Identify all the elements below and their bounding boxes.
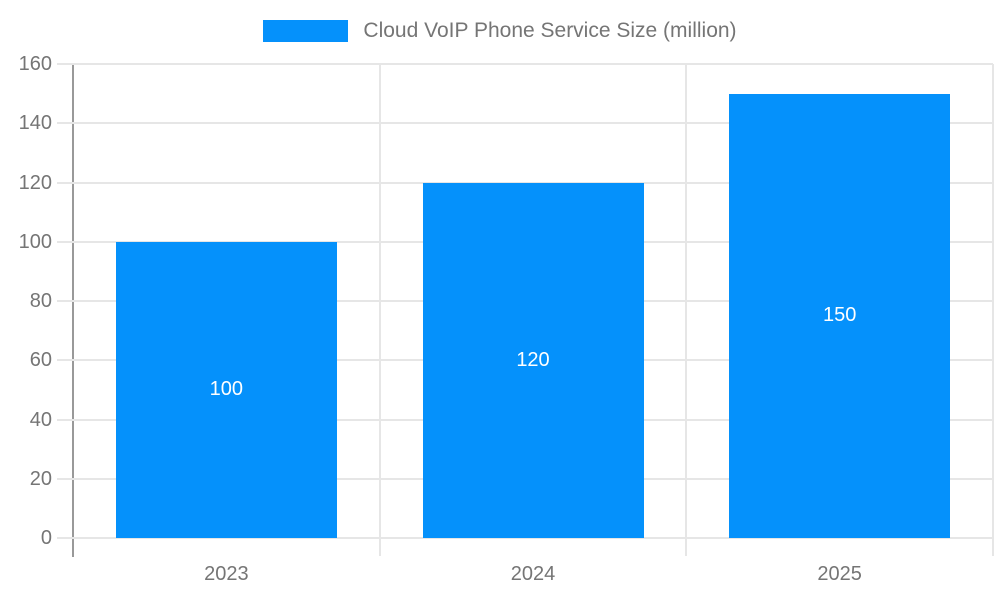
y-tick-label: 20	[29, 467, 52, 490]
y-tick-label: 40	[29, 408, 52, 431]
x-tick-label: 2023	[204, 563, 249, 585]
legend-label: Cloud VoIP Phone Service Size (million)	[363, 19, 737, 42]
bar-value-label: 150	[822, 304, 857, 327]
y-axis-labels: 0 20 40 60 80 100 120 140 160	[0, 53, 54, 549]
x-axis-labels: 2023 2024 2025	[73, 560, 993, 590]
y-tick-label: 160	[18, 53, 52, 75]
y-tick-label: 0	[40, 527, 52, 549]
bar-2023: 100	[115, 241, 337, 538]
gridline-horizontal	[57, 537, 993, 539]
gridline-vertical	[992, 64, 994, 538]
y-tick-label: 120	[18, 171, 52, 194]
bar-value-label: 120	[516, 348, 550, 371]
bar-value-label: 100	[209, 378, 244, 401]
x-tick-label: 2025	[817, 563, 862, 585]
x-tick-label: 2024	[510, 563, 556, 585]
y-axis-line	[72, 63, 74, 557]
plot-area: 100 120 150	[57, 63, 994, 557]
x-axis-tick	[685, 538, 688, 556]
x-axis-tick	[378, 538, 381, 556]
y-tick-label: 140	[18, 112, 52, 135]
legend: Cloud VoIP Phone Service Size (million)	[0, 14, 1000, 48]
y-tick-label: 100	[18, 230, 52, 253]
gridline-horizontal	[57, 63, 993, 65]
gridline-vertical	[378, 64, 381, 538]
legend-swatch	[263, 20, 349, 42]
x-axis-tick	[992, 538, 994, 556]
bar-2025: 150	[729, 93, 951, 538]
gridline-horizontal	[57, 122, 993, 125]
bar-2024: 120	[422, 182, 644, 538]
gridline-vertical	[685, 64, 688, 538]
y-tick-label: 80	[29, 290, 52, 312]
y-tick-label: 60	[29, 349, 52, 372]
